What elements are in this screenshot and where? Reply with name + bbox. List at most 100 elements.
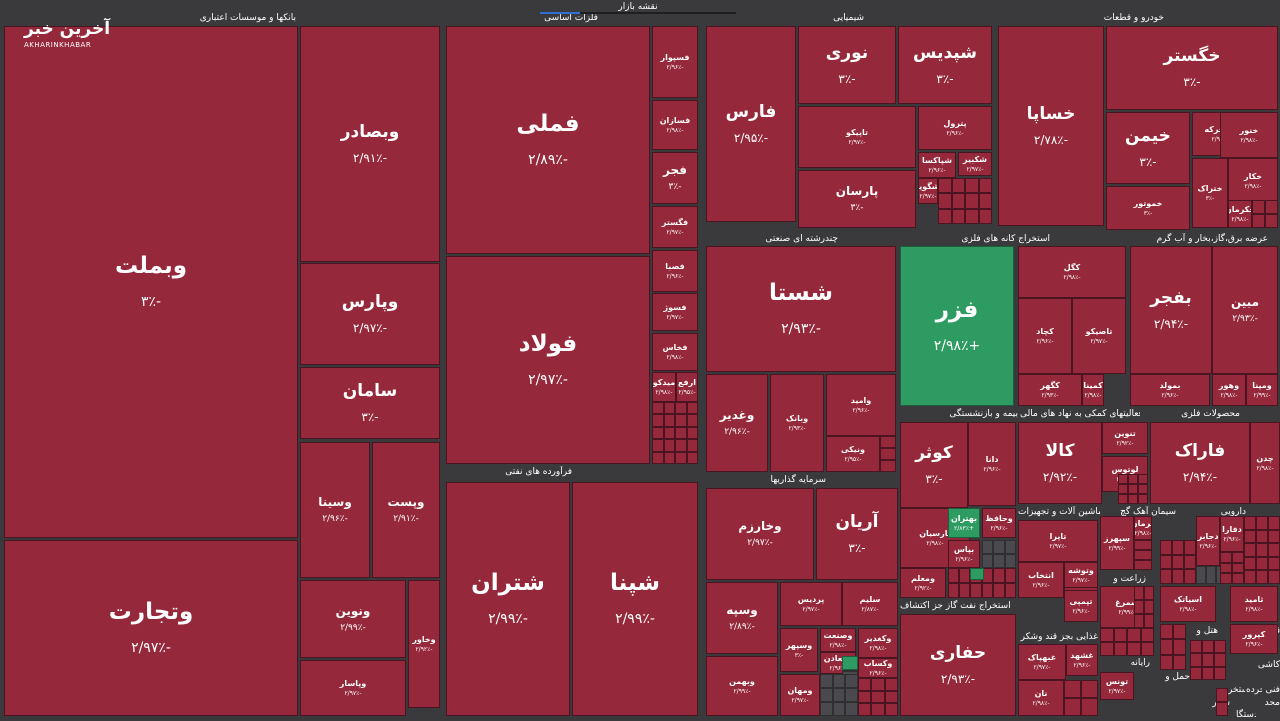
stock-tile-small[interactable]	[1172, 554, 1184, 570]
stock-tile-small[interactable]	[1144, 614, 1154, 628]
stock-tile[interactable]: نوری -۳٪	[798, 26, 896, 104]
stock-tile-small[interactable]	[1081, 680, 1098, 698]
stock-tile[interactable]: ومهان -۲/۹۷٪	[780, 674, 820, 716]
stock-tile[interactable]: خساپا -۲/۷۸٪	[998, 26, 1104, 226]
stock-tile-small[interactable]	[1190, 653, 1202, 667]
stock-tile-small[interactable]	[1214, 640, 1226, 654]
stock-tile-small[interactable]	[1138, 474, 1148, 484]
stock-tile-small[interactable]	[1184, 554, 1196, 570]
stock-tile-small[interactable]	[1064, 698, 1081, 716]
stock-tile-small[interactable]	[951, 178, 965, 194]
stock-tile[interactable]: اسیاتک -۲/۹۸٪	[1160, 586, 1216, 622]
stock-tile-small[interactable]	[1160, 654, 1173, 670]
stock-tile-small[interactable]	[1160, 639, 1173, 655]
stock-tile-small[interactable]	[1252, 200, 1265, 214]
stock-tile-small[interactable]	[1252, 214, 1265, 228]
stock-tile[interactable]: تاصیکو -۲/۹۷٪	[1072, 298, 1126, 374]
stock-tile-small[interactable]	[1128, 474, 1138, 484]
stock-tile[interactable]: شپدیس -۳٪	[898, 26, 992, 104]
stock-tile[interactable]: کچاد -۲/۹۶٪	[1018, 298, 1072, 374]
stock-tile-small[interactable]	[1190, 640, 1202, 654]
stock-tile-small[interactable]	[993, 583, 1005, 598]
stock-tile[interactable]: فسپوار -۲/۹۶٪	[652, 26, 698, 98]
stock-tile-small[interactable]	[652, 439, 664, 452]
stock-tile[interactable]: وپارس -۲/۹۷٪	[300, 263, 440, 365]
stock-tile-small[interactable]	[1134, 540, 1152, 550]
stock-tile-small[interactable]	[1256, 570, 1268, 584]
stock-tile[interactable]: پارسان -۳٪	[798, 170, 916, 228]
stock-tile[interactable]: فملی -۲/۸۹٪	[446, 26, 650, 254]
stock-tile-small[interactable]	[1144, 586, 1154, 600]
stock-tile[interactable]: تنوین -۲/۹۲٪	[1102, 422, 1148, 454]
stock-tile[interactable]: وتجارت -۲/۹۷٪	[4, 540, 298, 716]
stock-tile[interactable]: وهور -۲/۹۸٪	[1212, 374, 1246, 406]
stock-tile-small[interactable]	[938, 178, 952, 194]
stock-tile-small[interactable]	[1127, 628, 1141, 642]
stock-tile-small[interactable]	[675, 414, 687, 427]
stock-tile-small[interactable]	[1196, 566, 1206, 584]
stock-tile-small[interactable]	[1118, 484, 1128, 494]
stock-tile[interactable]: ومپنا -۲/۹۹٪	[1246, 374, 1278, 406]
stock-tile[interactable]: فسازان -۲/۹۸٪	[652, 100, 698, 150]
stock-tile[interactable]: غبهپاک -۲/۹۷٪	[1018, 644, 1066, 680]
stock-tile[interactable]: دانا -۲/۹۶٪	[968, 422, 1016, 506]
stock-tile-small[interactable]	[1160, 540, 1172, 555]
stock-tile[interactable]: فزر +۲/۹۸٪	[900, 246, 1014, 406]
stock-tile[interactable]: وکساب -۲/۹۶٪	[858, 658, 898, 678]
stock-tile-small[interactable]	[1128, 494, 1138, 504]
stock-tile-small[interactable]	[978, 178, 992, 194]
stock-tile[interactable]: بهتران +۲/۸۳٪	[948, 508, 980, 538]
stock-tile[interactable]: سپهرز -۲/۹۹٪	[1100, 516, 1134, 570]
stock-tile-small[interactable]	[842, 656, 858, 670]
stock-tile-small[interactable]	[1206, 566, 1216, 584]
stock-tile-small[interactable]	[1220, 552, 1232, 563]
stock-tile-small[interactable]	[1134, 614, 1144, 628]
stock-tile[interactable]: وامید -۲/۹۶٪	[826, 374, 896, 436]
stock-tile[interactable]: دفارا -۲/۹۶٪	[1220, 516, 1244, 552]
stock-tile-small[interactable]	[970, 583, 982, 598]
stock-tile[interactable]: بمولد -۲/۹۶٪	[1130, 374, 1210, 406]
stock-tile[interactable]: فخاس -۲/۹۸٪	[652, 333, 698, 371]
stock-tile-small[interactable]	[959, 583, 970, 598]
stock-tile[interactable]: وکغدیر -۲/۹۸٪	[858, 628, 898, 658]
stock-tile-small[interactable]	[1216, 688, 1228, 702]
stock-tile-small[interactable]	[1100, 642, 1114, 656]
stock-tile-small[interactable]	[675, 451, 687, 464]
stock-tile-small[interactable]	[845, 688, 858, 702]
stock-tile-small[interactable]	[832, 688, 846, 702]
stock-tile-small[interactable]	[970, 568, 984, 580]
stock-tile-small[interactable]	[1244, 529, 1256, 544]
stock-tile-small[interactable]	[1172, 569, 1184, 584]
stock-tile-small[interactable]	[845, 702, 858, 716]
stock-tile-small[interactable]	[871, 678, 885, 691]
stock-tile-small[interactable]	[652, 402, 664, 415]
stock-tile[interactable]: ونیکی -۲/۹۵٪	[826, 436, 880, 472]
stock-tile-small[interactable]	[675, 402, 687, 415]
stock-tile-small[interactable]	[1202, 640, 1214, 654]
stock-tile-small[interactable]	[1184, 569, 1196, 584]
stock-tile-small[interactable]	[652, 414, 664, 427]
stock-tile-small[interactable]	[1268, 556, 1280, 571]
stock-tile-small[interactable]	[981, 583, 993, 598]
stock-tile[interactable]: آریان -۳٪	[816, 488, 898, 580]
stock-tile[interactable]: فصبا -۲/۹۶٪	[652, 250, 698, 292]
stock-tile[interactable]: غشهد -۲/۹۶٪	[1066, 644, 1098, 676]
stock-tile[interactable]: سلیم -۲/۸۷٪	[842, 582, 898, 626]
stock-tile-small[interactable]	[978, 193, 992, 209]
stock-tile[interactable]: خکرمان-۲/۹۸٪	[1228, 200, 1252, 228]
stock-tile-small[interactable]	[993, 568, 1005, 583]
stock-tile[interactable]: مبین -۲/۹۳٪	[1212, 246, 1278, 374]
stock-tile[interactable]: شتران -۲/۹۹٪	[446, 482, 570, 716]
stock-tile[interactable]: فاراک -۲/۹۴٪	[1150, 422, 1250, 504]
stock-tile-small[interactable]	[1100, 628, 1114, 642]
stock-tile-small[interactable]	[675, 426, 687, 440]
stock-tile-small[interactable]	[938, 208, 952, 224]
stock-tile-small[interactable]	[993, 540, 1005, 554]
stock-tile-small[interactable]	[663, 426, 675, 440]
stock-tile[interactable]: وخاور -۲/۹۲٪	[408, 580, 440, 708]
stock-tile-small[interactable]	[858, 678, 872, 691]
stock-tile-small[interactable]	[1140, 642, 1154, 656]
stock-tile-small[interactable]	[1127, 642, 1141, 656]
stock-tile[interactable]: وپاسار -۲/۹۷٪	[300, 660, 406, 716]
stock-tile[interactable]: ارفع -۲/۹۵٪	[676, 372, 698, 402]
